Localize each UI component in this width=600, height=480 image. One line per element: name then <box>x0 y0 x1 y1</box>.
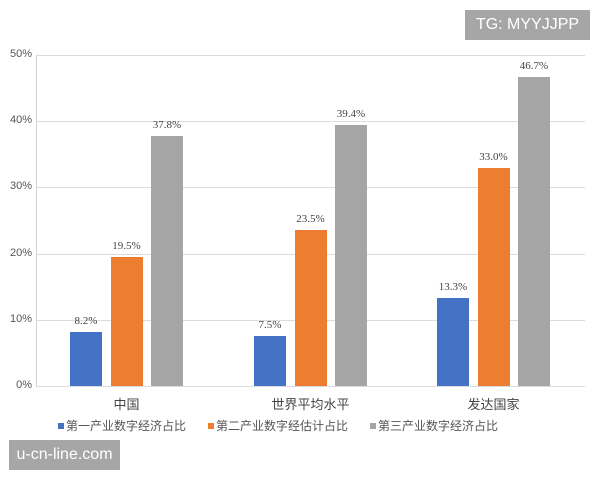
y-tick-label: 0% <box>16 379 32 391</box>
bar <box>110 256 143 386</box>
bar-value-label: 23.5% <box>296 213 325 226</box>
gridline <box>36 121 585 123</box>
bar <box>518 76 550 386</box>
y-tick-label: 20% <box>9 246 32 259</box>
bar-value-label: 8.2% <box>74 314 98 327</box>
legend-label-series1: 第一产业数字经济占比 <box>66 419 187 433</box>
y-axis-line <box>36 55 37 386</box>
bar <box>477 167 510 386</box>
bar <box>335 125 367 386</box>
bar <box>70 331 102 386</box>
bar-value-label: 19.5% <box>112 239 141 252</box>
bar-value-label: 37.8% <box>152 118 182 131</box>
legend-item-series3: 第三产业数字经济占比 <box>370 417 498 434</box>
bar-value-label: 39.4% <box>336 108 366 121</box>
y-tick-label: 40% <box>9 114 32 127</box>
bar <box>254 336 286 386</box>
legend-label-series3: 第三产业数字经济占比 <box>378 419 499 433</box>
legend-item-series2: 第二产业数字经估计占比 <box>208 417 348 434</box>
bar-value-label: 33.0% <box>479 150 508 163</box>
y-tick-label: 50% <box>9 48 32 60</box>
legend-swatch-series3 <box>370 422 377 429</box>
legend-swatch-series1 <box>58 422 64 429</box>
category-label: 世界平均水平 <box>271 398 350 413</box>
bar-value-label: 46.7% <box>519 59 549 72</box>
legend-label-series2: 第二产业数字经估计占比 <box>216 419 349 433</box>
category-label: 发达国家 <box>467 398 520 413</box>
category-label: 中国 <box>113 398 140 413</box>
y-tick-label: 10% <box>9 312 32 325</box>
legend-swatch-series2 <box>208 422 215 429</box>
gridline <box>36 386 585 387</box>
gridline <box>36 187 585 189</box>
watermark-bottom: u-cn-line.com <box>9 440 120 470</box>
bar <box>151 135 183 386</box>
bar-value-label: 7.5% <box>258 319 282 332</box>
bar-value-label: 13.3% <box>438 280 468 293</box>
legend-item-series1: 第一产业数字经济占比 <box>58 417 186 434</box>
watermark-top: TG: MYYJJPP <box>465 10 590 40</box>
chart-legend: 第一产业数字经济占比 第二产业数字经估计占比 第三产业数字经济占比 <box>58 417 558 434</box>
y-tick-label: 30% <box>9 180 32 193</box>
bar <box>294 230 327 386</box>
bar <box>437 297 469 386</box>
gridline <box>36 55 585 56</box>
